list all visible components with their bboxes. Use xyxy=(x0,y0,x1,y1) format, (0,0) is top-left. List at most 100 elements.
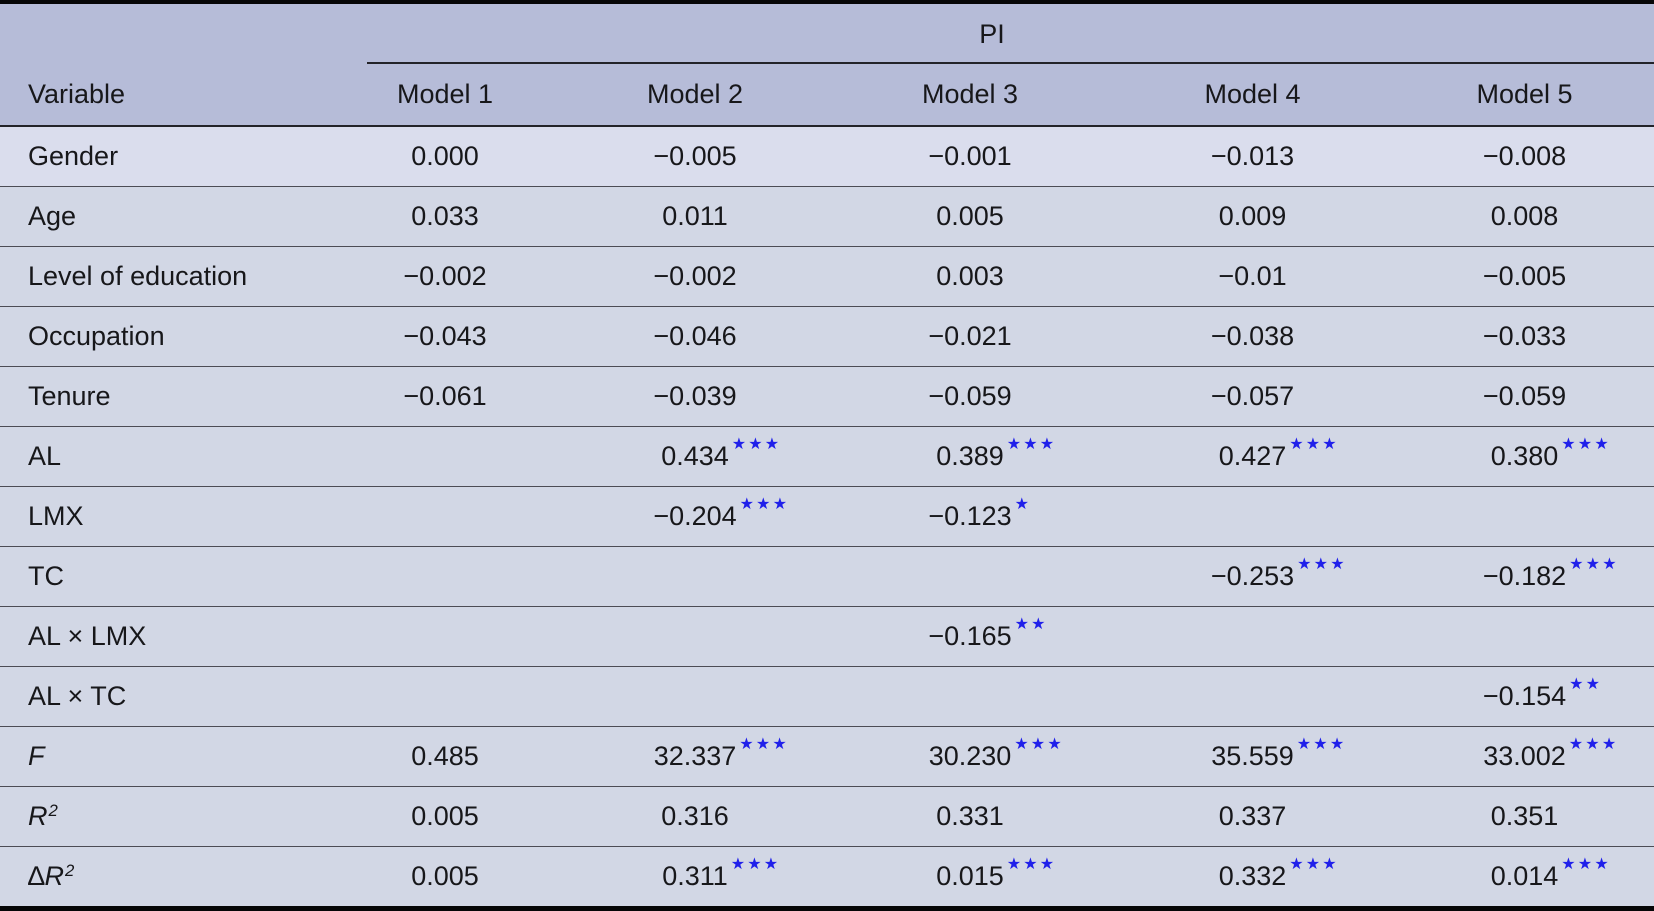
table-row-tc: TC −0.253 ★★★ −0.182 ★★★ xyxy=(0,546,1654,607)
column-header-model-4: Model 4 xyxy=(1110,64,1395,127)
table-row-lmx: LMX −0.204 ★★★ −0.123 ★ xyxy=(0,486,1654,547)
table-cell: −0.033 xyxy=(1395,306,1654,367)
table-row-occupation: Occupation −0.043 −0.046 −0.021 −0.038 −… xyxy=(0,306,1654,367)
table-cell xyxy=(560,606,830,667)
table-cell: 35.559 ★★★ xyxy=(1110,726,1395,787)
table-cell xyxy=(560,666,830,727)
significance-stars: ★★★ xyxy=(1568,735,1619,754)
table-cell: 33.002 ★★★ xyxy=(1395,726,1654,787)
table-cell xyxy=(330,666,560,727)
column-header-model-1: Model 1 xyxy=(330,64,560,127)
table-cell: 0.337 xyxy=(1110,786,1395,847)
significance-stars: ★★★ xyxy=(1296,735,1347,754)
table-cell: 0.005 xyxy=(330,846,560,909)
row-label: TC xyxy=(0,546,330,607)
table-cell xyxy=(560,546,830,607)
column-header-model-2: Model 2 xyxy=(560,64,830,127)
significance-stars: ★★★ xyxy=(739,735,789,754)
table-cell: −0.021 xyxy=(830,306,1110,367)
table-cell: −0.046 xyxy=(560,306,830,367)
table-cell: 0.485 xyxy=(330,726,560,787)
table-cell: 30.230 ★★★ xyxy=(830,726,1110,787)
row-label: R2 xyxy=(0,786,330,847)
table-cell: −0.039 xyxy=(560,366,830,427)
table-cell: 0.427 ★★★ xyxy=(1110,426,1395,487)
significance-stars: ★★ xyxy=(1569,675,1603,694)
table-cell: −0.059 xyxy=(830,366,1110,427)
table-row-r-squared: R2 0.005 0.316 0.331 0.337 0.351 xyxy=(0,786,1654,847)
significance-stars: ★★★ xyxy=(730,855,781,874)
table-cell: −0.005 xyxy=(1395,246,1654,307)
table-header-group-row: Variable PI xyxy=(0,2,1654,127)
table-cell: 0.005 xyxy=(330,786,560,847)
table-row-delta-r-squared: ∆R2 0.005 0.311 ★★★ 0.015 ★★★ 0.332 ★★★ 0.0… xyxy=(0,846,1654,909)
table-row-f-statistic: F 0.485 32.337 ★★★ 30.230 ★★★ 35.559 ★★★ 33… xyxy=(0,726,1654,787)
table-cell: 0.331 xyxy=(830,786,1110,847)
table-cell: −0.005 xyxy=(560,126,830,187)
table-cell: 32.337 ★★★ xyxy=(560,726,830,787)
pi-group-label: PI xyxy=(979,18,1005,49)
table-cell xyxy=(1395,486,1654,547)
table-cell: −0.01 xyxy=(1110,246,1395,307)
table-cell: −0.182 ★★★ xyxy=(1395,546,1654,607)
table-header: Variable PI Model 1 Model 2 Model 3 Mode… xyxy=(0,2,1654,127)
table-cell: 0.005 xyxy=(830,186,1110,247)
table-cell: −0.008 xyxy=(1395,126,1654,187)
pi-group-header: PI xyxy=(330,2,1654,64)
significance-stars: ★★ xyxy=(1014,615,1048,634)
table-cell xyxy=(1110,486,1395,547)
significance-stars: ★★★ xyxy=(1561,435,1611,454)
row-label: AL xyxy=(0,426,330,487)
significance-stars: ★★★ xyxy=(731,435,782,454)
table-cell: 0.332 ★★★ xyxy=(1110,846,1395,909)
variable-column-header: Variable xyxy=(0,2,330,127)
table-cell xyxy=(830,546,1110,607)
column-header-model-5: Model 5 xyxy=(1395,64,1654,127)
table-cell xyxy=(830,666,1110,727)
significance-stars: ★★★ xyxy=(1569,555,1619,574)
row-label: Occupation xyxy=(0,306,330,367)
table-header-models-row: Model 1 Model 2 Model 3 Model 4 Model 5 xyxy=(0,64,1654,127)
table-cell: −0.154 ★★ xyxy=(1395,666,1654,727)
row-label: AL × TC xyxy=(0,666,330,727)
table-cell xyxy=(1395,606,1654,667)
table-cell xyxy=(330,426,560,487)
table-cell: 0.003 xyxy=(830,246,1110,307)
pi-group-underline xyxy=(367,62,1654,64)
table-cell: 0.351 xyxy=(1395,786,1654,847)
table-cell: −0.057 xyxy=(1110,366,1395,427)
table-row-al: AL 0.434 ★★★ 0.389 ★★★ 0.427 ★★★ 0.380 ★★★ xyxy=(0,426,1654,487)
table-cell: −0.013 xyxy=(1110,126,1395,187)
table-cell: −0.002 xyxy=(330,246,560,307)
table-cell: 0.014 ★★★ xyxy=(1395,846,1654,909)
table-cell: −0.204 ★★★ xyxy=(560,486,830,547)
table-cell: −0.061 xyxy=(330,366,560,427)
column-header-model-3: Model 3 xyxy=(830,64,1110,127)
table-cell xyxy=(330,486,560,547)
row-label: Gender xyxy=(0,126,330,187)
table-cell: 0.389 ★★★ xyxy=(830,426,1110,487)
table-cell: 0.316 xyxy=(560,786,830,847)
table-cell xyxy=(330,546,560,607)
significance-stars: ★★★ xyxy=(739,495,790,514)
table-cell: −0.123 ★ xyxy=(830,486,1110,547)
table-cell: 0.311 ★★★ xyxy=(560,846,830,909)
significance-stars: ★★★ xyxy=(1014,735,1064,754)
row-label: ∆R2 xyxy=(0,846,330,909)
table-cell: 0.011 xyxy=(560,186,830,247)
table-cell: 0.009 xyxy=(1110,186,1395,247)
table-cell xyxy=(1110,666,1395,727)
table-row-tenure: Tenure −0.061 −0.039 −0.059 −0.057 −0.05… xyxy=(0,366,1654,427)
table-cell: 0.380 ★★★ xyxy=(1395,426,1654,487)
row-label: AL × LMX xyxy=(0,606,330,667)
table-cell: −0.165 ★★ xyxy=(830,606,1110,667)
significance-stars: ★★★ xyxy=(1289,855,1339,874)
significance-stars: ★ xyxy=(1014,495,1032,514)
row-label: Level of education xyxy=(0,246,330,307)
table-cell: −0.038 xyxy=(1110,306,1395,367)
table-cell: 0.000 xyxy=(330,126,560,187)
table-cell: −0.059 xyxy=(1395,366,1654,427)
table-body: Gender 0.000 −0.005 −0.001 −0.013 −0.008… xyxy=(0,126,1654,909)
significance-stars: ★★★ xyxy=(1297,555,1347,574)
